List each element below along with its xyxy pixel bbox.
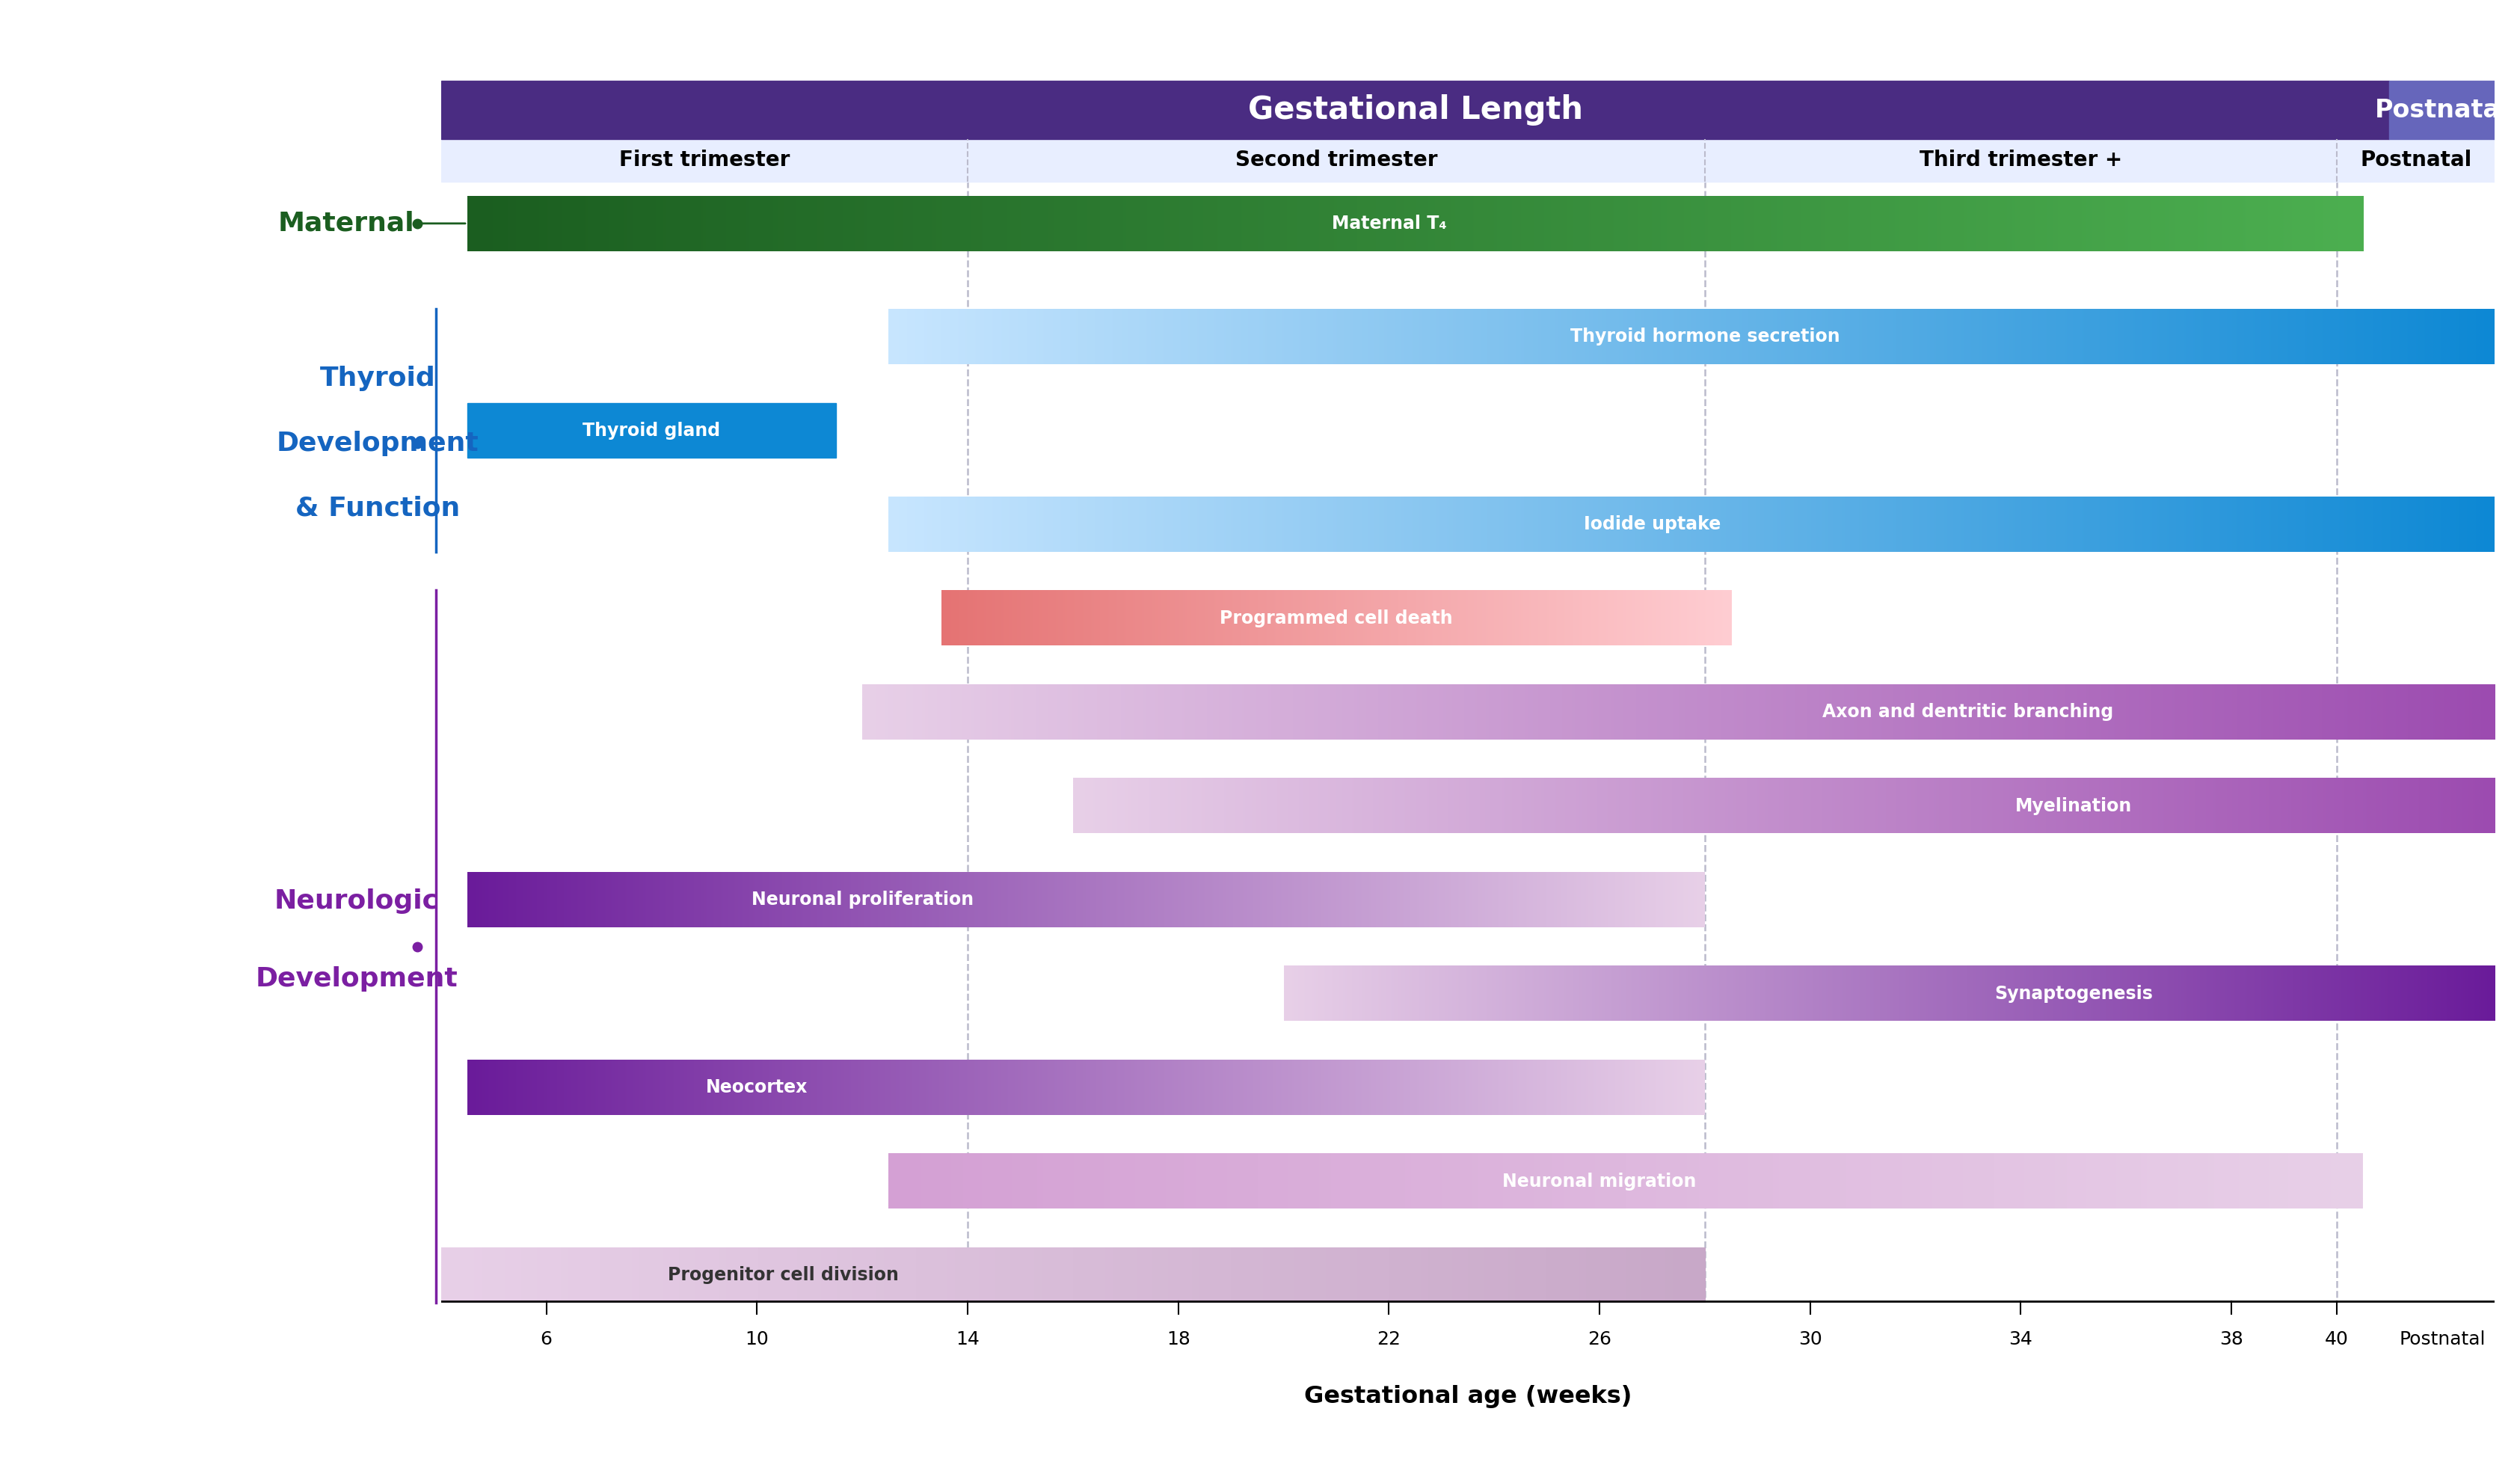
Text: 18: 18 — [1167, 1330, 1189, 1348]
Text: Maternal: Maternal — [277, 211, 416, 236]
Text: Synaptogenesis: Synaptogenesis — [1993, 984, 2152, 1002]
Text: Postnatal: Postnatal — [2361, 149, 2472, 171]
Text: Neocortex: Neocortex — [706, 1078, 809, 1096]
Text: 22: 22 — [1376, 1330, 1401, 1348]
Text: 40: 40 — [2326, 1330, 2349, 1348]
Text: Second trimester: Second trimester — [1235, 149, 1436, 171]
Text: Third trimester +: Third trimester + — [1920, 149, 2122, 171]
Text: First trimester: First trimester — [620, 149, 789, 171]
Text: Gestational age (weeks): Gestational age (weeks) — [1303, 1384, 1633, 1408]
Bar — [441, 81, 2389, 139]
Bar — [2389, 81, 2495, 139]
Text: 34: 34 — [2008, 1330, 2034, 1348]
Text: 6: 6 — [539, 1330, 552, 1348]
Text: Myelination: Myelination — [2016, 797, 2132, 815]
Text: Axon and dentritic branching: Axon and dentritic branching — [1822, 703, 2114, 721]
Text: & Function: & Function — [295, 495, 461, 522]
Text: Iodide uptake: Iodide uptake — [1583, 516, 1721, 533]
Text: Thyroid: Thyroid — [320, 366, 436, 391]
Text: Progenitor cell division: Progenitor cell division — [668, 1266, 900, 1283]
Text: 30: 30 — [1799, 1330, 1822, 1348]
Bar — [466, 403, 837, 459]
Text: Neuronal proliferation: Neuronal proliferation — [751, 891, 973, 908]
Text: 10: 10 — [746, 1330, 769, 1348]
Bar — [441, 139, 2495, 182]
Text: 14: 14 — [955, 1330, 980, 1348]
Text: Gestational Length: Gestational Length — [1247, 94, 1583, 126]
Text: Neurologic: Neurologic — [275, 889, 438, 914]
Text: Neuronal migration: Neuronal migration — [1502, 1172, 1696, 1190]
Text: Development: Development — [277, 431, 479, 456]
Text: Development: Development — [255, 967, 459, 992]
Text: Thyroid gland: Thyroid gland — [582, 422, 721, 440]
Text: 38: 38 — [2220, 1330, 2243, 1348]
Text: Thyroid hormone secretion: Thyroid hormone secretion — [1570, 328, 1840, 346]
Text: Programmed cell death: Programmed cell death — [1220, 609, 1452, 627]
Text: Maternal T₄: Maternal T₄ — [1331, 214, 1446, 233]
Text: Postnatal: Postnatal — [2399, 1330, 2485, 1348]
Text: 26: 26 — [1588, 1330, 1610, 1348]
Text: Postnatal: Postnatal — [2374, 98, 2510, 123]
